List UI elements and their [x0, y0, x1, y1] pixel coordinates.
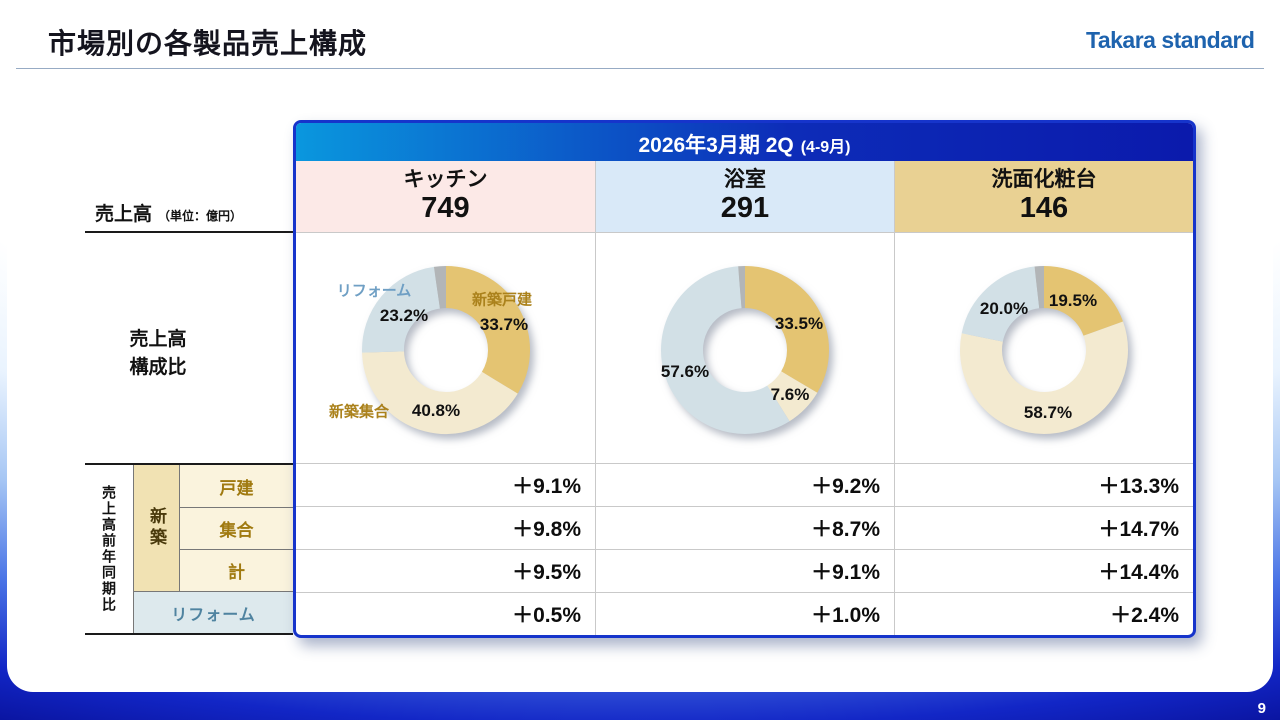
- composition-row-label: 売上高 構成比: [88, 326, 228, 381]
- composition-label-line2: 構成比: [129, 356, 187, 378]
- row-label-shugo: 集合: [179, 507, 293, 549]
- product-header-washstand: 洗面化粧台 146: [894, 161, 1193, 232]
- pct-wash-new-multi: 58.7%: [1023, 403, 1073, 422]
- pct-wash-new-detached: 19.5%: [1048, 291, 1098, 310]
- row-label-kodate: 戸建: [179, 465, 293, 507]
- yoy-row-kodate: ＋9.1% ＋9.2% ＋13.3%: [296, 463, 1193, 506]
- product-header-bath: 浴室 291: [595, 161, 894, 232]
- sales-label-text: 売上高: [95, 204, 153, 225]
- donut-chart-washstand: [958, 264, 1130, 436]
- product-name-washstand: 洗面化粧台: [991, 168, 1097, 192]
- product-name-kitchen: キッチン: [403, 168, 488, 192]
- period-header: 2026年3月期 2Q (4-9月): [296, 123, 1193, 161]
- product-name-bath: 浴室: [724, 168, 766, 192]
- yoy-row-reform: ＋0.5% ＋1.0% ＋2.4%: [296, 592, 1193, 635]
- yoy-value: ＋2.4%: [894, 593, 1193, 635]
- legend-new-detached: 新築戸建: [471, 291, 533, 309]
- yoy-value: ＋0.5%: [512, 604, 581, 627]
- donut-chart-bath: [659, 264, 831, 436]
- period-main-text: 2026年3月期 2Q: [638, 134, 794, 157]
- legend-new-multi: 新築集合: [328, 403, 390, 421]
- product-sales-washstand: 146: [1019, 192, 1069, 225]
- yoy-value: ＋14.4%: [894, 550, 1193, 592]
- page-title: 市場別の各製品売上構成: [48, 28, 368, 59]
- product-header-row: キッチン 749 浴室 291 洗面化粧台 146: [296, 161, 1193, 233]
- composition-chart-row: リフォーム 23.2% 新築戸建 33.7% 新築集合 40.8% 33.5% …: [296, 233, 1193, 463]
- pct-wash-reform: 20.0%: [979, 299, 1029, 318]
- donut-chart-kitchen: [360, 264, 532, 436]
- yoy-value: ＋14.7%: [894, 507, 1193, 549]
- product-sales-kitchen: 749: [421, 192, 470, 225]
- yoy-label-block: 売上高前年同期比 新築 戸建 集合 計 リフォーム: [85, 463, 293, 635]
- page-number: 9: [1257, 700, 1266, 717]
- pct-kitchen-reform: 23.2%: [379, 306, 429, 325]
- yoy-value: ＋9.2%: [595, 464, 894, 506]
- title-divider: [16, 68, 1264, 69]
- period-sub-text: (4-9月): [800, 139, 851, 156]
- takara-standard-logo: Takara standard: [1086, 27, 1255, 53]
- yoy-row-kei: ＋9.5% ＋9.1% ＋14.4%: [296, 549, 1193, 592]
- pct-kitchen-new-multi: 40.8%: [411, 401, 461, 420]
- chart-cell-kitchen: リフォーム 23.2% 新築戸建 33.7% 新築集合 40.8%: [296, 233, 595, 463]
- yoy-row-shugo: ＋9.8% ＋8.7% ＋14.7%: [296, 506, 1193, 549]
- composition-label-line1: 売上高: [129, 329, 187, 350]
- sales-row-label: 売上高 （単位：億円）: [85, 199, 293, 233]
- yoy-value: ＋9.5%: [512, 561, 581, 584]
- yoy-value: ＋8.7%: [595, 507, 894, 549]
- yoy-value: ＋1.0%: [595, 593, 894, 635]
- yoy-value: ＋9.1%: [595, 550, 894, 592]
- yoy-value: ＋9.8%: [512, 518, 581, 541]
- pct-bath-reform: 57.6%: [660, 362, 710, 381]
- shinchiku-label: 新築: [133, 465, 179, 591]
- legend-reform: リフォーム: [336, 282, 412, 300]
- yoy-vertical-label: 売上高前年同期比: [101, 485, 117, 613]
- row-label-reform: リフォーム: [133, 591, 293, 633]
- row-label-kei: 計: [179, 549, 293, 591]
- chart-cell-bath: 33.5% 57.6% 7.6%: [595, 233, 894, 463]
- chart-cell-washstand: 20.0% 19.5% 58.7%: [894, 233, 1193, 463]
- pct-bath-new-detached: 33.5%: [774, 314, 824, 333]
- yoy-value: ＋9.1%: [512, 475, 581, 498]
- yoy-value: ＋13.3%: [894, 464, 1193, 506]
- sales-unit-text: （単位：億円）: [158, 209, 243, 223]
- pct-kitchen-new-detached: 33.7%: [479, 315, 529, 334]
- product-header-kitchen: キッチン 749: [296, 161, 595, 232]
- data-table: 2026年3月期 2Q (4-9月) キッチン 749 浴室 291 洗面化粧台…: [293, 120, 1196, 638]
- product-sales-bath: 291: [720, 192, 770, 225]
- pct-bath-new-multi: 7.6%: [770, 385, 810, 404]
